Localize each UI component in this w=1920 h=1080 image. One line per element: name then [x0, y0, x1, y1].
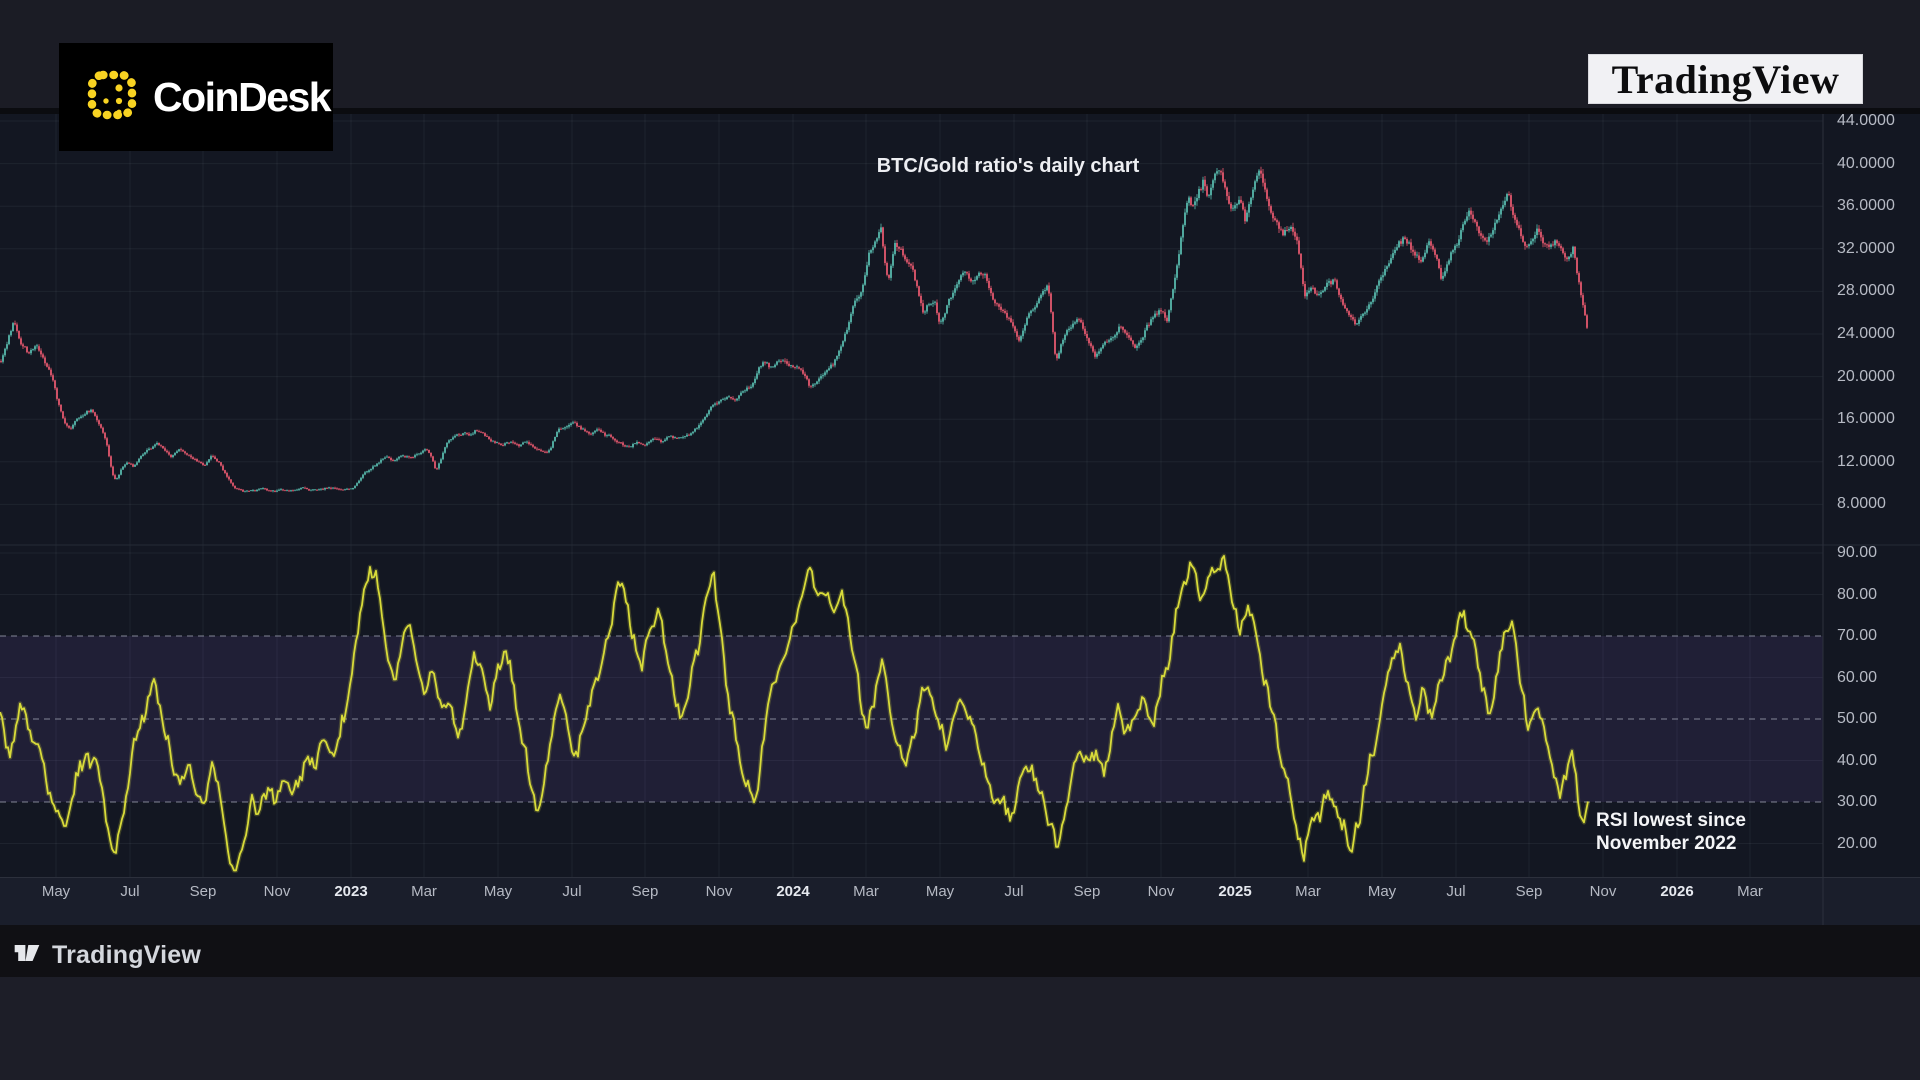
time-axis-labels-label: Jul — [1446, 883, 1466, 900]
watermark-strip — [0, 925, 1920, 977]
price-axis-label: 12.0000 — [1837, 452, 1895, 470]
price-axis-label: 20.0000 — [1837, 367, 1895, 385]
time-axis-labels-label: Jul — [120, 883, 140, 900]
rsi-annotation: RSI lowest since November 2022 — [1596, 809, 1746, 855]
chart-canvas[interactable] — [0, 114, 1920, 925]
price-axis-label: 32.0000 — [1837, 239, 1895, 257]
time-axis-labels-label: Sep — [1515, 883, 1543, 900]
time-axis-labels-label: 2024 — [776, 883, 810, 900]
time-axis-labels-label: Sep — [1073, 883, 1101, 900]
price-axis-label: 8.0000 — [1837, 495, 1886, 513]
coindesk-icon — [85, 68, 139, 127]
time-axis-labels-label: May — [483, 883, 513, 900]
time-axis-labels-label: Sep — [189, 883, 217, 900]
time-axis-labels-label: 2026 — [1660, 883, 1694, 900]
rsi-axis-label: 70.00 — [1837, 627, 1878, 644]
time-axis-labels-label: Nov — [1147, 883, 1175, 900]
tradingview-watermark-label: TradingView — [52, 940, 202, 969]
coindesk-wordmark: CoinDesk — [153, 73, 332, 120]
price-axis-label: 40.0000 — [1837, 154, 1895, 172]
rsi-axis-label: 80.00 — [1837, 585, 1878, 603]
price-axis-label: 44.0000 — [1837, 112, 1895, 129]
rsi-axis-label: 20.00 — [1837, 834, 1878, 852]
time-axis-labels-label: Jul — [1004, 883, 1024, 900]
time-axis[interactable] — [0, 877, 1920, 925]
time-axis-labels-label: May — [925, 883, 955, 900]
chart-title: BTC/Gold ratio's daily chart — [876, 155, 1140, 177]
price-axis-label: 24.0000 — [1837, 325, 1895, 342]
time-axis-labels-label: May — [41, 883, 71, 900]
bottom-empty-area — [0, 977, 1920, 1080]
rsi-annotation-line2: November 2022 — [1596, 833, 1737, 854]
time-axis-labels-label: Nov — [263, 883, 291, 900]
rsi-axis-label: 50.00 — [1837, 710, 1878, 727]
rsi-axis-label: 40.00 — [1837, 751, 1878, 769]
time-axis-labels-label: Mar — [1737, 883, 1763, 900]
coindesk-logo: CoinDesk — [59, 43, 333, 151]
chart-top-border — [0, 108, 1920, 114]
tradingview-logo-icon — [12, 938, 42, 973]
time-axis-labels-label: Mar — [1295, 883, 1321, 900]
rsi-axis-label: 60.00 — [1837, 668, 1878, 686]
rsi-axis-label: 90.00 — [1837, 544, 1878, 561]
price-axis-label: 16.0000 — [1837, 410, 1895, 428]
time-axis-labels-label: May — [1367, 883, 1397, 900]
time-axis-labels-label: Sep — [631, 883, 659, 900]
time-axis-labels-label: 2023 — [334, 883, 368, 900]
time-axis-labels-label: Nov — [1589, 883, 1617, 900]
time-axis-labels-label: 2025 — [1218, 883, 1252, 900]
time-axis-labels-label: Mar — [853, 883, 879, 900]
tradingview-watermark-link[interactable]: TradingView — [12, 937, 201, 973]
price-axis-label: 36.0000 — [1837, 197, 1895, 215]
tradingview-badge: TradingView — [1588, 54, 1863, 104]
time-axis-labels-label: Jul — [562, 883, 582, 900]
rsi-annotation-line1: RSI lowest since — [1596, 810, 1746, 831]
rsi-axis-label: 30.00 — [1837, 793, 1878, 810]
price-axis-label: 28.0000 — [1837, 282, 1895, 300]
time-axis-labels-label: Nov — [705, 883, 733, 900]
tradingview-badge-label: TradingView — [1611, 56, 1840, 102]
time-axis-labels-label: Mar — [411, 883, 437, 900]
